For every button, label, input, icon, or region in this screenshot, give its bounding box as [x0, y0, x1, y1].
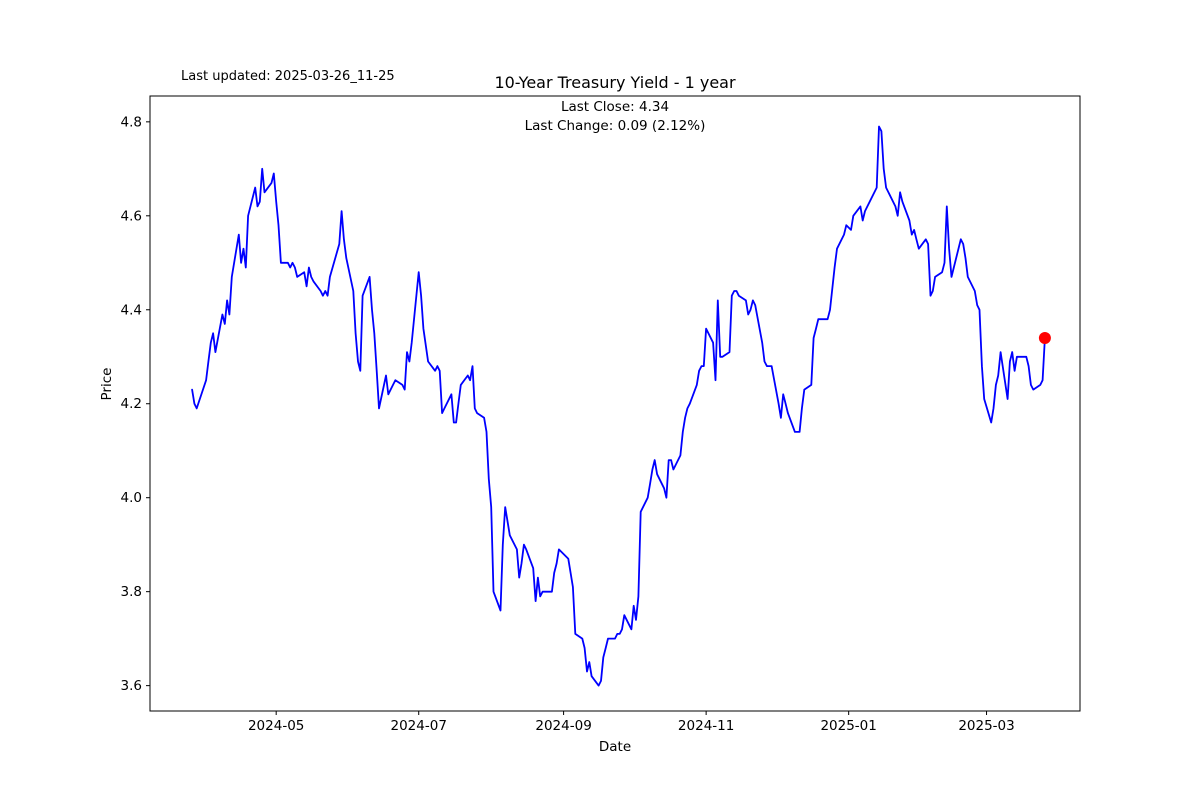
x-axis-label: Date [598, 739, 632, 755]
x-tick-label: 2024-11 [678, 718, 734, 734]
plot-frame [149, 95, 1081, 712]
y-tick-label: 3.8 [121, 584, 142, 600]
last-price-marker [1038, 332, 1051, 344]
x-tick-label: 2025-01 [820, 718, 876, 734]
x-tick-label: 2024-09 [535, 718, 591, 734]
chart-title: 10-Year Treasury Yield - 1 year [494, 73, 736, 92]
y-tick-label: 4.6 [121, 208, 142, 224]
y-tick-label: 4.8 [121, 114, 142, 130]
last-close-text: Last Close: 4.34 [560, 99, 670, 115]
x-tick-label: 2025-03 [958, 718, 1014, 734]
last-change-text: Last Change: 0.09 (2.12%) [524, 118, 706, 134]
x-tick-label: 2024-05 [248, 718, 304, 734]
x-tick-label: 2024-07 [391, 718, 447, 734]
y-tick-label: 4.4 [121, 302, 142, 318]
y-tick-label: 4.0 [121, 490, 142, 506]
y-tick-label: 4.2 [121, 396, 142, 412]
price-line-series [191, 125, 1046, 687]
y-tick-label: 3.6 [121, 678, 142, 694]
last-updated-text: Last updated: 2025-03-26_11-25 [181, 69, 395, 84]
y-axis-label: Price [99, 367, 115, 401]
